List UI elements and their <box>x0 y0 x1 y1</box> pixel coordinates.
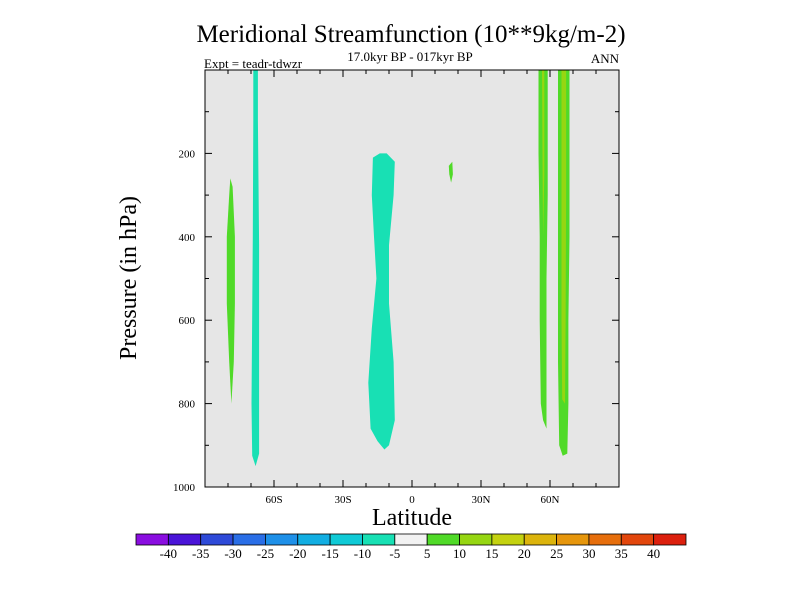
colorbar-label: -30 <box>224 546 241 561</box>
colorbar-box <box>362 533 396 546</box>
colorbar-box <box>135 533 169 546</box>
y-tick-label: 200 <box>179 148 196 160</box>
y-tick-label: 800 <box>179 399 196 411</box>
colorbar-label: -25 <box>257 546 274 561</box>
positive-cell-northern-60n-west <box>538 70 548 429</box>
colorbar-box <box>491 533 525 546</box>
colorbar-box <box>653 533 687 546</box>
y-tick-label: 400 <box>179 232 196 244</box>
y-tick-label: 1000 <box>173 482 196 494</box>
colorbar-label: -5 <box>389 546 400 561</box>
colorbar-box <box>297 533 331 546</box>
plot-area <box>205 70 619 487</box>
colorbar-label: 30 <box>582 546 595 561</box>
colorbar-label: -35 <box>192 546 209 561</box>
colorbar-box <box>620 533 655 546</box>
colorbar-label: 20 <box>518 546 531 561</box>
colorbar-box <box>200 533 234 546</box>
positive-cell-tropical-north-speck <box>448 161 453 183</box>
x-tick-label: 60N <box>541 494 560 506</box>
colorbar-label: 15 <box>485 546 498 561</box>
colorbar-box <box>459 533 493 546</box>
season-label: ANN <box>591 51 620 66</box>
x-tick-label: 30N <box>472 494 491 506</box>
positive-cell-southern-midlat <box>226 178 235 404</box>
x-tick-label: 60S <box>265 494 282 506</box>
contour-regions <box>226 70 570 467</box>
colorbar-box <box>588 533 622 546</box>
colorbar-box <box>265 533 299 546</box>
colorbar-box <box>426 533 460 546</box>
y-axis-label: Pressure (in hPa) <box>116 196 142 360</box>
colorbar-box <box>167 533 202 546</box>
x-tick-label: 0 <box>409 494 415 506</box>
positive-cell-northern-60n-core <box>561 70 567 404</box>
x-axis-label: Latitude <box>372 505 452 531</box>
negative-cell-southern-pole-column <box>251 70 260 467</box>
y-tick-label: 600 <box>179 315 196 327</box>
colorbar: -40 -35 -30 -25 -20 -15 -10 -5 5 10 15 20 25 30 35 40 <box>135 533 687 561</box>
colorbar-box <box>556 533 590 546</box>
colorbar-label: -15 <box>321 546 338 561</box>
colorbar-box <box>329 533 363 546</box>
colorbar-label: 40 <box>647 546 660 561</box>
chart-title: Meridional Streamfunction (10**9kg/m-2) <box>196 21 625 48</box>
colorbar-label: 35 <box>615 546 628 561</box>
colorbar-label: -20 <box>289 546 306 561</box>
positive-cell-northern-60n-west-core <box>542 70 545 237</box>
experiment-label: Expt = teadr-tdwzr <box>204 56 303 71</box>
colorbar-label: 10 <box>453 546 466 561</box>
axes: 60S 30S 0 30N 60N 200 400 600 800 1000 <box>173 69 620 506</box>
colorbar-label: 25 <box>550 546 563 561</box>
colorbar-box <box>232 533 266 546</box>
x-tick-label: 30S <box>334 494 351 506</box>
colorbar-label: -40 <box>160 546 177 561</box>
colorbar-label: -10 <box>354 546 371 561</box>
colorbar-box <box>523 533 557 546</box>
chart-subtitle: 17.0kyr BP - 017kyr BP <box>347 49 473 64</box>
colorbar-label: 5 <box>424 546 431 561</box>
colorbar-box <box>394 533 428 546</box>
negative-cell-tropical-south <box>368 153 395 450</box>
